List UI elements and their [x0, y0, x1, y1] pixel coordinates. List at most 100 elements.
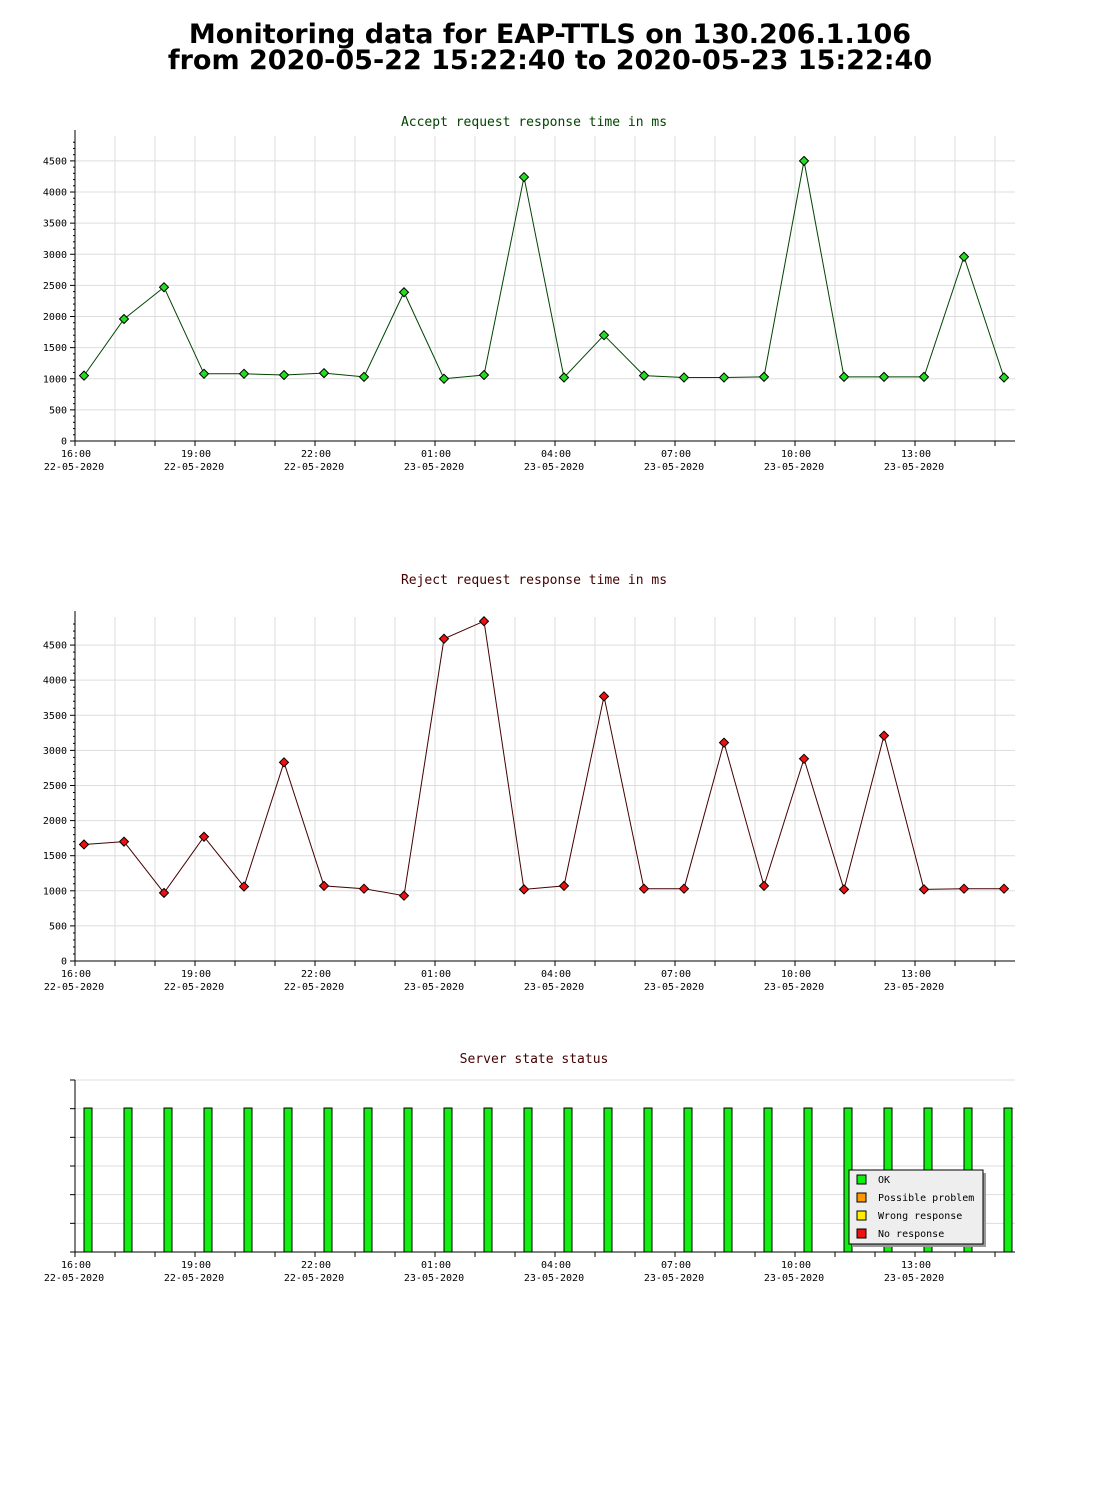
y-tick-label: 2000	[43, 312, 67, 323]
x-tick-date-label: 22-05-2020	[284, 1273, 344, 1284]
x-tick-time-label: 10:00	[781, 969, 811, 980]
chart-title: Accept request response time in ms	[401, 115, 667, 130]
x-tick-date-label: 23-05-2020	[404, 462, 464, 473]
status-bar	[683, 1107, 693, 1253]
x-tick-time-label: 13:00	[901, 449, 931, 460]
data-point	[878, 371, 890, 383]
y-tick-label: 4500	[43, 156, 67, 167]
y-tick-label: 4000	[43, 188, 67, 199]
x-tick-time-label: 04:00	[541, 969, 571, 980]
data-point	[718, 737, 730, 748]
status-bar	[803, 1107, 813, 1253]
data-point	[758, 371, 770, 383]
chart-title: Reject request response time in ms	[401, 573, 667, 588]
data-point	[278, 369, 290, 381]
x-tick-time-label: 22:00	[301, 449, 331, 460]
legend-swatch	[856, 1174, 867, 1185]
data-point	[918, 371, 930, 383]
x-tick-time-label: 13:00	[901, 1260, 931, 1271]
status-bar	[723, 1107, 733, 1253]
x-tick-time-label: 07:00	[661, 449, 691, 460]
legend-swatch	[856, 1192, 867, 1203]
data-point	[158, 887, 170, 899]
data-point	[558, 880, 570, 892]
x-tick-date-label: 23-05-2020	[884, 1273, 944, 1284]
x-tick-time-label: 01:00	[421, 1260, 451, 1271]
x-tick-time-label: 22:00	[301, 1260, 331, 1271]
data-point	[998, 883, 1010, 894]
y-tick-label: 3500	[43, 219, 67, 230]
y-tick-label: 3500	[43, 711, 67, 722]
y-tick-label: 1000	[43, 374, 67, 385]
page-title: Monitoring data for EAP-TTLS on 130.206.…	[0, 19, 1100, 74]
x-tick-date-label: 23-05-2020	[764, 462, 824, 473]
x-tick-date-label: 22-05-2020	[164, 982, 224, 993]
x-tick-time-label: 22:00	[301, 969, 331, 980]
data-point	[798, 753, 810, 765]
x-tick-date-label: 23-05-2020	[644, 462, 704, 473]
data-point	[118, 313, 130, 325]
x-tick-date-label: 23-05-2020	[644, 982, 704, 993]
page-title-line-1: Monitoring data for EAP-TTLS on 130.206.…	[188, 19, 912, 50]
data-point	[358, 371, 370, 383]
legend-box	[848, 1169, 984, 1245]
x-tick-time-label: 16:00	[61, 1260, 91, 1271]
server-state-chart: Server state status 16:00 22-05-2020 19:00 2…	[44, 1052, 1015, 1284]
x-tick-time-label: 16:00	[61, 969, 91, 980]
x-tick-time-label: 07:00	[661, 1260, 691, 1271]
data-point	[398, 287, 410, 298]
data-point	[558, 372, 570, 383]
x-tick-time-label: 07:00	[661, 969, 691, 980]
x-tick-date-label: 23-05-2020	[404, 982, 464, 993]
x-tick-date-label: 22-05-2020	[164, 462, 224, 473]
data-point	[398, 890, 410, 901]
accept-response-chart: Accept request response time in ms 0 500 10…	[43, 115, 1015, 473]
data-point	[678, 883, 690, 894]
status-bar	[323, 1107, 333, 1253]
x-tick-time-label: 19:00	[181, 1260, 211, 1271]
x-tick-date-label: 22-05-2020	[284, 982, 344, 993]
data-point	[478, 616, 490, 627]
y-tick-label: 2000	[43, 816, 67, 827]
status-bar	[283, 1107, 293, 1253]
series-line	[83, 160, 1005, 380]
x-tick-date-label: 23-05-2020	[524, 1273, 584, 1284]
y-tick-label: 4000	[43, 676, 67, 687]
legend-label: Possible problem	[878, 1193, 974, 1204]
y-tick-label: 1500	[43, 343, 67, 354]
data-point	[518, 171, 530, 183]
data-point	[798, 155, 810, 167]
x-tick-date-label: 23-05-2020	[404, 1273, 464, 1284]
legend-swatch	[856, 1210, 867, 1221]
data-point	[678, 372, 690, 383]
data-point	[598, 691, 610, 702]
data-point	[878, 730, 890, 741]
data-point	[358, 883, 370, 894]
data-point	[318, 880, 330, 892]
status-bar	[483, 1107, 493, 1253]
x-tick-time-label: 04:00	[541, 449, 571, 460]
x-tick-date-label: 22-05-2020	[284, 462, 344, 473]
data-point	[78, 839, 90, 850]
y-tick-label: 2500	[43, 781, 67, 792]
data-point	[958, 883, 970, 894]
data-point	[838, 884, 850, 895]
x-tick-time-label: 04:00	[541, 1260, 571, 1271]
reject-response-chart: Reject request response time in ms 0 500 10…	[43, 573, 1015, 993]
y-tick-label: 500	[49, 921, 67, 932]
data-point	[438, 633, 450, 644]
x-tick-date-label: 23-05-2020	[764, 982, 824, 993]
legend-label: OK	[878, 1175, 890, 1186]
status-bar	[523, 1107, 533, 1253]
x-tick-date-label: 23-05-2020	[764, 1273, 824, 1284]
x-tick-time-label: 01:00	[421, 969, 451, 980]
data-point	[598, 329, 610, 341]
x-tick-time-label: 19:00	[181, 449, 211, 460]
y-tick-label: 4500	[43, 641, 67, 652]
x-tick-date-label: 23-05-2020	[524, 982, 584, 993]
data-point	[118, 836, 130, 847]
status-bar	[83, 1107, 93, 1253]
data-point	[838, 371, 850, 383]
legend-label: Wrong response	[878, 1211, 962, 1222]
